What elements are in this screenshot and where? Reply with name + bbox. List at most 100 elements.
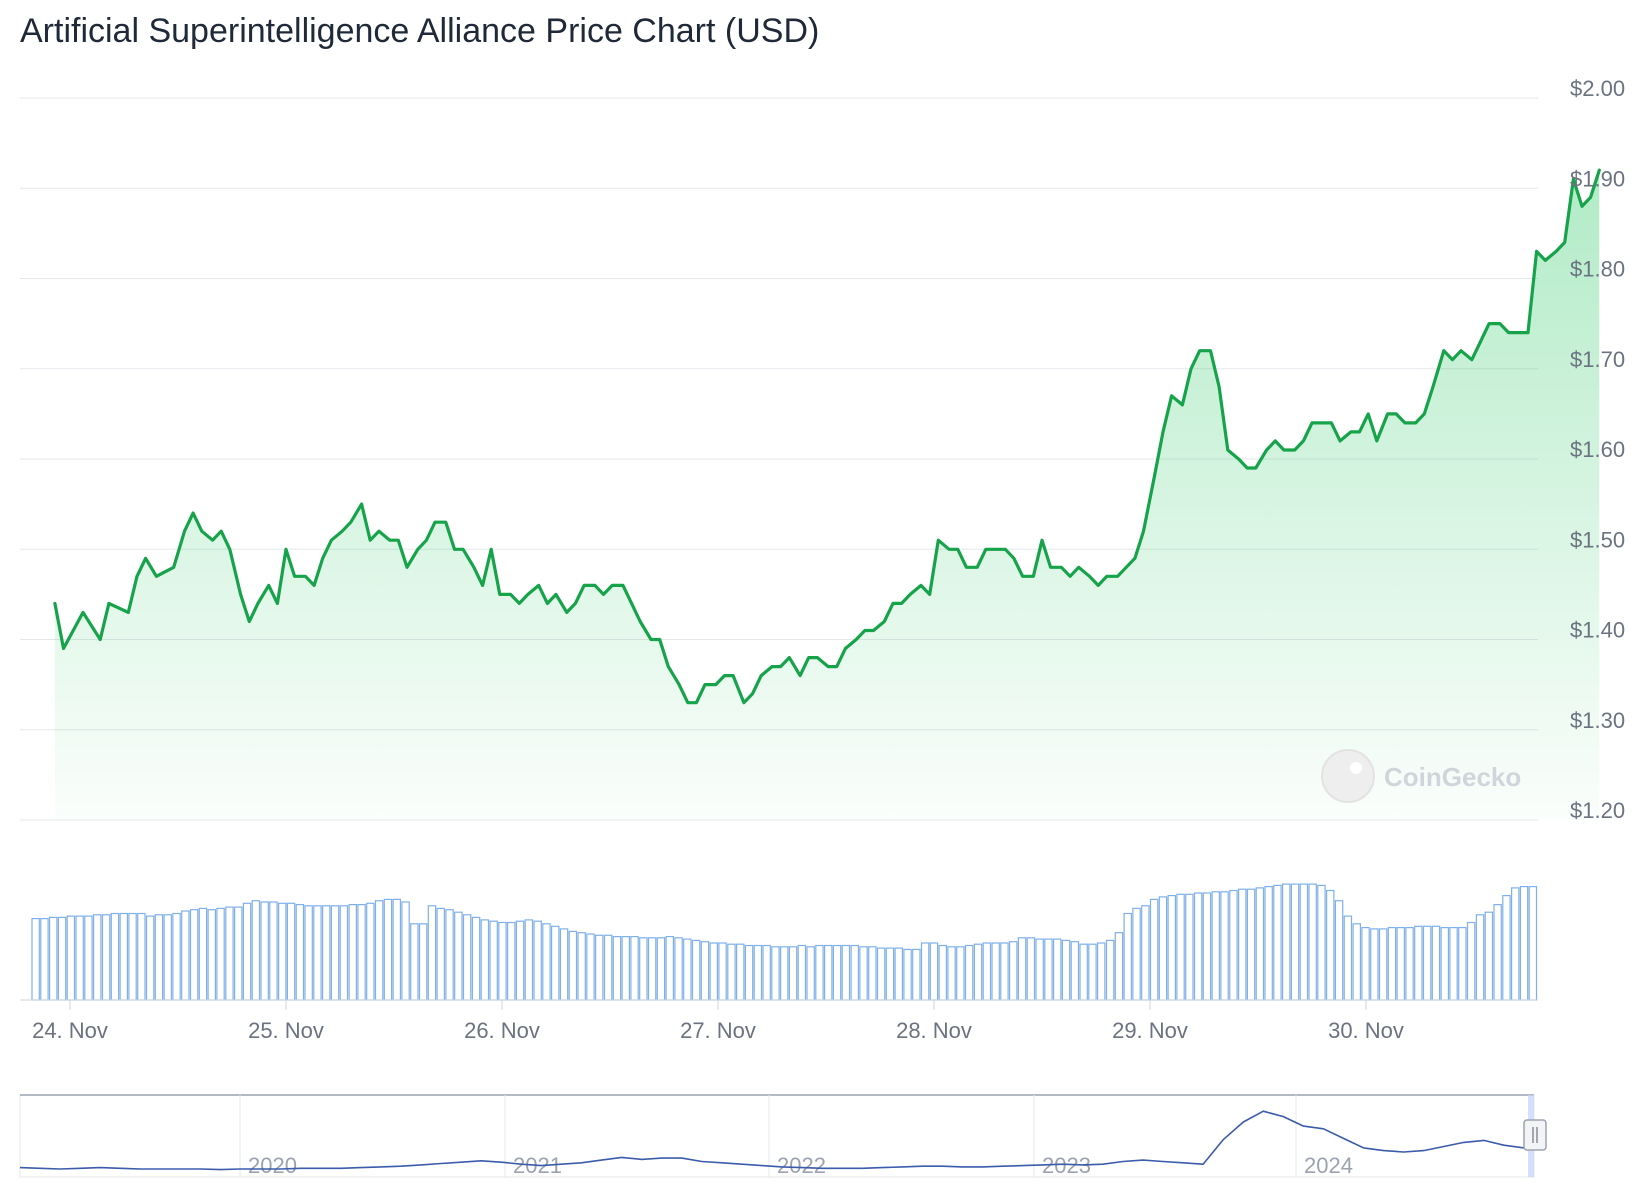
coingecko-logo-icon bbox=[1321, 749, 1375, 803]
volume-bar bbox=[533, 920, 542, 1001]
volume-bar bbox=[850, 944, 859, 1001]
volume-bar bbox=[1061, 939, 1071, 1001]
volume-bar bbox=[938, 944, 947, 1001]
y-tick-label: $1.80 bbox=[1570, 257, 1625, 282]
volume-bar bbox=[216, 907, 225, 1001]
volume-bar bbox=[471, 916, 481, 1001]
volume-bar bbox=[1229, 889, 1238, 1001]
navigator-year-label: 2024 bbox=[1304, 1153, 1353, 1178]
volume-bar bbox=[982, 942, 992, 1001]
volume-bar bbox=[163, 914, 173, 1001]
volume-bar bbox=[1211, 891, 1220, 1001]
volume-bar bbox=[278, 902, 287, 1001]
x-tick-label: 30. Nov bbox=[1328, 1018, 1404, 1043]
volume-bar bbox=[603, 934, 613, 1001]
volume-bar bbox=[1141, 905, 1150, 1001]
volume-bar bbox=[1149, 898, 1159, 1001]
volume-bar bbox=[1361, 926, 1370, 1001]
x-tick-label: 26. Nov bbox=[464, 1018, 540, 1043]
navigator-handle[interactable] bbox=[1523, 1095, 1547, 1177]
volume-bar bbox=[1528, 885, 1538, 1001]
volume-bar bbox=[427, 905, 437, 1001]
volume-bar bbox=[797, 944, 807, 1001]
volume-bar bbox=[181, 910, 190, 1001]
volume-bar bbox=[1193, 892, 1203, 1001]
volume-bar bbox=[1167, 894, 1176, 1001]
volume-bar bbox=[683, 938, 692, 1001]
volume-bar bbox=[859, 946, 868, 1001]
volume-bar bbox=[1096, 942, 1106, 1001]
volume-bar bbox=[1035, 938, 1044, 1001]
volume-bar bbox=[709, 942, 718, 1001]
volume-bar bbox=[630, 935, 639, 1001]
volume-bar bbox=[84, 915, 93, 1001]
volume-bar bbox=[101, 914, 111, 1001]
volume-bar bbox=[357, 903, 366, 1001]
volume-bar bbox=[1440, 926, 1449, 1001]
volume-bar bbox=[1475, 914, 1485, 1001]
volume-bar bbox=[594, 934, 604, 1001]
volume-bar bbox=[1352, 923, 1361, 1001]
volume-bar bbox=[286, 902, 296, 1001]
volume-bar bbox=[1325, 889, 1335, 1001]
volume-bar bbox=[1519, 885, 1529, 1001]
volume-bar bbox=[1105, 939, 1115, 1001]
volume-bar bbox=[1008, 941, 1018, 1001]
volume-bar bbox=[66, 915, 76, 1001]
volume-bar bbox=[1220, 891, 1229, 1001]
watermark-text: CoinGecko bbox=[1384, 762, 1521, 792]
navigator-handle-grip[interactable] bbox=[1523, 1119, 1547, 1151]
volume-bar bbox=[577, 932, 586, 1001]
volume-bar bbox=[815, 944, 824, 1001]
volume-bar bbox=[1387, 926, 1397, 1001]
volume-bar bbox=[445, 909, 454, 1001]
volume-bar bbox=[1026, 937, 1036, 1001]
volume-bar bbox=[885, 947, 895, 1001]
navigator[interactable]: 2020 2021 2022 2023 2024 bbox=[19, 1094, 1547, 1178]
volume-bar bbox=[92, 914, 102, 1001]
volume-bar bbox=[1237, 888, 1247, 1001]
volume-bar bbox=[524, 919, 534, 1001]
volume-bar bbox=[110, 912, 120, 1001]
volume-bar bbox=[1458, 926, 1467, 1001]
volume-bar bbox=[75, 915, 84, 1001]
volume-bar bbox=[1378, 928, 1388, 1001]
x-axis: 24. Nov 25. Nov 26. Nov 27. Nov 28. Nov 29. N… bbox=[32, 1000, 1404, 1043]
x-tick-label: 29. Nov bbox=[1112, 1018, 1188, 1043]
volume-bar bbox=[339, 905, 349, 1001]
volume-bar bbox=[647, 937, 657, 1001]
volume-bar bbox=[656, 937, 666, 1001]
volume-bar bbox=[1017, 937, 1027, 1001]
volume-bar bbox=[251, 900, 261, 1001]
navigator-line bbox=[19, 1110, 1525, 1171]
volume-bar bbox=[542, 923, 551, 1001]
volume-bar bbox=[1370, 928, 1379, 1001]
volume-bar bbox=[1493, 903, 1502, 1001]
volume-bar bbox=[621, 935, 630, 1001]
volume-bar bbox=[550, 925, 560, 1001]
price-line-path[interactable] bbox=[53, 168, 1601, 705]
volume-bar bbox=[225, 906, 234, 1001]
volume-bar bbox=[1176, 893, 1185, 1001]
volume-bar bbox=[1405, 926, 1414, 1001]
volume-bar bbox=[1123, 912, 1132, 1001]
price-line[interactable] bbox=[53, 168, 1601, 705]
volume-bar bbox=[665, 935, 674, 1001]
volume-bar bbox=[189, 909, 199, 1001]
volume-bar bbox=[1202, 892, 1212, 1001]
y-tick-label: $2.00 bbox=[1570, 76, 1625, 101]
price-area bbox=[54, 170, 1600, 820]
volume-bar bbox=[410, 923, 419, 1001]
volume-bar bbox=[929, 942, 939, 1001]
volume-bar bbox=[639, 937, 648, 1001]
volume-bar bbox=[771, 946, 780, 1001]
navigator-year-label: 2022 bbox=[777, 1153, 826, 1178]
volume-bar bbox=[1449, 926, 1458, 1001]
volume-bar bbox=[973, 943, 983, 1001]
volume-bar bbox=[489, 920, 498, 1001]
volume-bar bbox=[1431, 925, 1441, 1001]
volume-bar bbox=[454, 911, 463, 1001]
volume-bar bbox=[735, 943, 745, 1001]
volume-bar bbox=[313, 905, 322, 1001]
